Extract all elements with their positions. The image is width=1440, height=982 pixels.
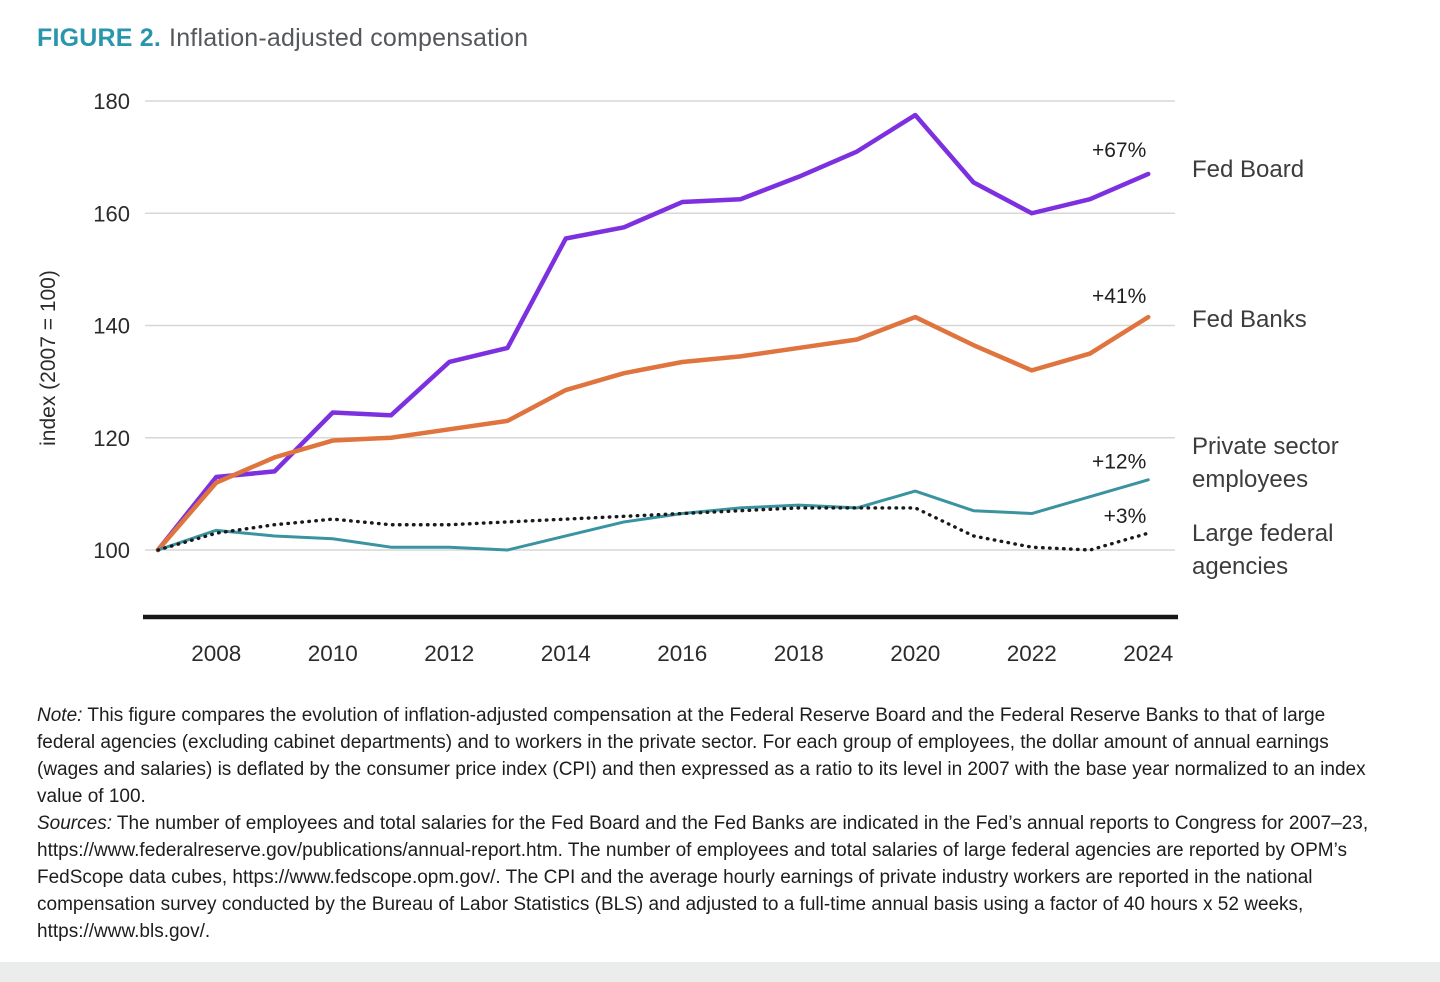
series-label-private-sector: Private sector employees <box>1192 433 1339 493</box>
pct-annotation: +3% <box>1104 505 1147 528</box>
x-tick-label: 2010 <box>308 641 358 666</box>
line-chart: 100 120 140 160 180 index (2007 = 100) 2008 201… <box>37 89 1178 666</box>
figure-notes: Note: This figure compares the evolution… <box>37 702 1381 945</box>
x-tick-label: 2018 <box>774 641 824 666</box>
y-tick-label: 140 <box>93 314 130 339</box>
y-tick-label: 120 <box>93 426 130 451</box>
x-tick-label: 2014 <box>541 641 591 666</box>
x-tick-label: 2008 <box>191 641 241 666</box>
pct-annotation: +41% <box>1092 285 1146 308</box>
figure-number-label: FIGURE 2. <box>37 24 162 52</box>
series-line <box>155 314 1151 553</box>
x-tick-label: 2020 <box>890 641 940 666</box>
y-tick-label: 100 <box>93 538 130 563</box>
pct-annotation: +67% <box>1092 139 1146 162</box>
sources-label: Sources: <box>37 813 112 834</box>
y-axis-label: index (2007 = 100) <box>37 270 60 446</box>
pct-annotation: +12% <box>1092 451 1146 474</box>
figure-name: Inflation-adjusted compensation <box>169 24 529 52</box>
series-label-fed-board: Fed Board <box>1192 156 1305 183</box>
series-line <box>156 478 1150 552</box>
x-tick-label: 2024 <box>1123 641 1173 666</box>
y-tick-label: 180 <box>93 89 130 114</box>
y-tick-label: 160 <box>93 201 130 226</box>
note-paragraph: Note: This figure compares the evolution… <box>37 702 1381 810</box>
note-text: This figure compares the evolution of in… <box>37 705 1366 807</box>
x-tick-label: 2012 <box>424 641 474 666</box>
figure-title: FIGURE 2. Inflation-adjusted compensation <box>37 24 528 53</box>
series-line <box>156 506 1150 552</box>
series-label-large-federal: Large federal agencies <box>1192 520 1334 580</box>
series-line <box>155 112 1151 553</box>
sources-text: The number of employees and total salari… <box>37 813 1369 942</box>
series-label-fed-banks: Fed Banks <box>1192 306 1307 333</box>
page-edge-strip <box>0 962 1440 982</box>
x-tick-label: 2022 <box>1007 641 1057 666</box>
x-tick-label: 2016 <box>657 641 707 666</box>
note-label: Note: <box>37 705 83 726</box>
sources-paragraph: Sources: The number of employees and tot… <box>37 810 1381 945</box>
